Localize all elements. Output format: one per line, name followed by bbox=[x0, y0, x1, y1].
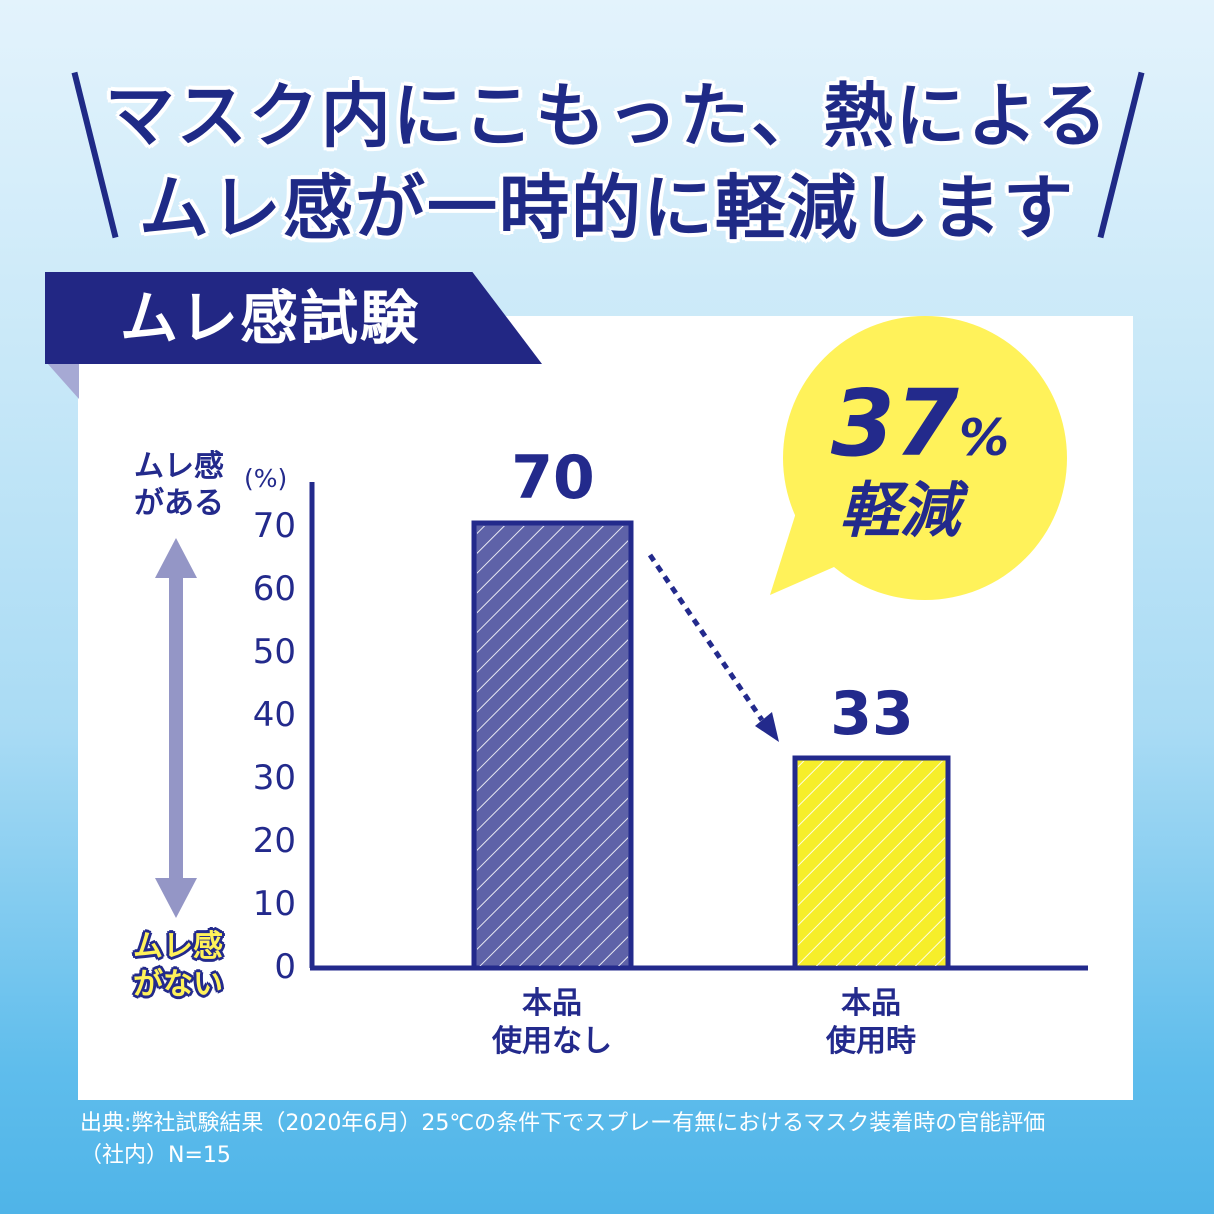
section-title: ムレ感試験 bbox=[120, 284, 421, 352]
y-tick: 30 bbox=[252, 758, 296, 798]
callout-percent-sign: % bbox=[958, 409, 1010, 467]
footnote-line-1: 出典:弊社試験結果（2020年6月）25℃の条件下でスプレー有無におけるマスク装… bbox=[80, 1111, 1046, 1136]
footnote: 出典:弊社試験結果（2020年6月）25℃の条件下でスプレー有無におけるマスク装… bbox=[80, 1108, 1190, 1172]
y-tick: 70 bbox=[252, 506, 296, 546]
footnote-line-2: （社内）N=15 bbox=[80, 1143, 231, 1168]
y-tick: 60 bbox=[252, 569, 296, 609]
section-ribbon bbox=[45, 272, 542, 364]
y-axis-top-label: ムレ感 がある bbox=[124, 448, 234, 522]
category-label-line-1: 本品 bbox=[522, 986, 582, 1021]
category-label-line-2: 使用なし bbox=[492, 1024, 612, 1059]
category-label-line-2: 使用時 bbox=[826, 1024, 916, 1059]
y-tick: 0 bbox=[274, 947, 296, 987]
category-label-without-product: 本品 使用なし bbox=[452, 985, 652, 1061]
headline-line-2: ムレ感が一時的に軽減します bbox=[139, 167, 1075, 249]
y-axis-bottom-label-line-1: ムレ感 bbox=[133, 929, 223, 964]
category-label-with-product: 本品 使用時 bbox=[771, 985, 971, 1061]
callout-percent-value: 37 bbox=[830, 370, 959, 477]
bar-with-product bbox=[792, 755, 951, 971]
headline: マスク内にこもった、熱による ムレ感が一時的に軽減します bbox=[0, 70, 1214, 254]
y-tick: 50 bbox=[252, 632, 296, 672]
double-arrow-icon bbox=[155, 538, 197, 918]
y-axis-top-label-line-2: がある bbox=[134, 486, 224, 521]
headline-line-1: マスク内にこもった、熱による bbox=[104, 75, 1110, 157]
y-tick: 40 bbox=[252, 695, 296, 735]
y-axis-bottom-label-line-2: がない bbox=[133, 967, 223, 1002]
callout-percent: 37% bbox=[810, 376, 1030, 486]
category-label-line-1: 本品 bbox=[841, 986, 901, 1021]
ribbon-fold bbox=[47, 363, 79, 399]
y-axis-bottom-label: ムレ感 がない bbox=[118, 928, 238, 1004]
y-axis-unit: (%) bbox=[244, 464, 288, 493]
callout-bubble bbox=[770, 316, 1067, 600]
y-tick: 10 bbox=[252, 884, 296, 924]
bar-value-without-product: 70 bbox=[511, 443, 595, 513]
callout-label: 軽減 bbox=[840, 476, 960, 546]
dotted-arrow-icon bbox=[647, 553, 779, 742]
y-axis-top-label-line-1: ムレ感 bbox=[134, 449, 224, 484]
y-tick: 20 bbox=[252, 821, 296, 861]
bar-without-product bbox=[471, 520, 634, 971]
bar-value-with-product: 33 bbox=[830, 679, 914, 749]
